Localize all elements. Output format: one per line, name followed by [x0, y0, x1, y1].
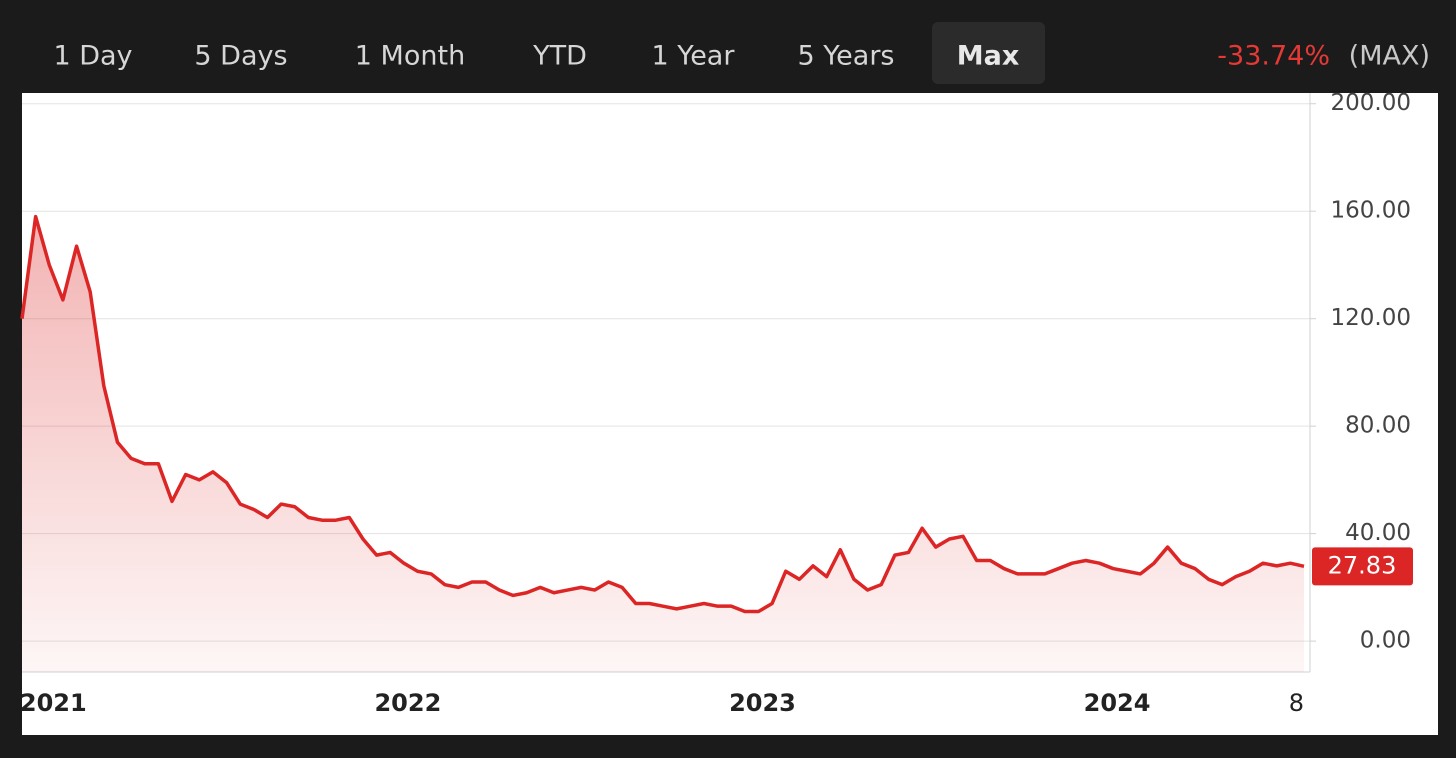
price-tag-label: 27.83: [1328, 551, 1397, 579]
x-tick-label: 2022: [374, 689, 441, 717]
price-tag: [1312, 547, 1413, 586]
range-tab[interactable]: 1 Month: [355, 41, 465, 72]
range-tab[interactable]: 1 Day: [53, 41, 132, 72]
range-tab[interactable]: 5 Years: [798, 41, 895, 72]
x-tick-label: 2023: [729, 689, 796, 717]
y-tick-label: 80.00: [1345, 413, 1411, 439]
y-tick-label: 200.00: [1331, 90, 1411, 116]
y-tick-label: 120.00: [1331, 305, 1411, 331]
change-period: (MAX): [1349, 41, 1430, 72]
range-tab[interactable]: YTD: [532, 41, 587, 72]
y-tick-label: 160.00: [1331, 198, 1411, 224]
area-fill: [22, 216, 1304, 672]
selected-tab-bg: [932, 22, 1045, 84]
range-tabs: 1 Day 5 Days 1 Month YTD 1 Year 5 Years Max: [53, 22, 1045, 84]
y-tick-label: 0.00: [1360, 628, 1411, 654]
x-tick-label: 2021: [20, 689, 87, 717]
x-tick-label: 8: [1289, 689, 1304, 717]
y-tick-label: 40.00: [1345, 520, 1411, 546]
range-tab[interactable]: Max: [957, 41, 1020, 72]
range-tab[interactable]: 1 Year: [652, 41, 736, 72]
price-line: [20, 214, 1305, 614]
change-percent: -33.74%: [1217, 41, 1330, 72]
x-tick-label: 2024: [1084, 689, 1151, 717]
range-tab[interactable]: 5 Days: [194, 41, 287, 72]
